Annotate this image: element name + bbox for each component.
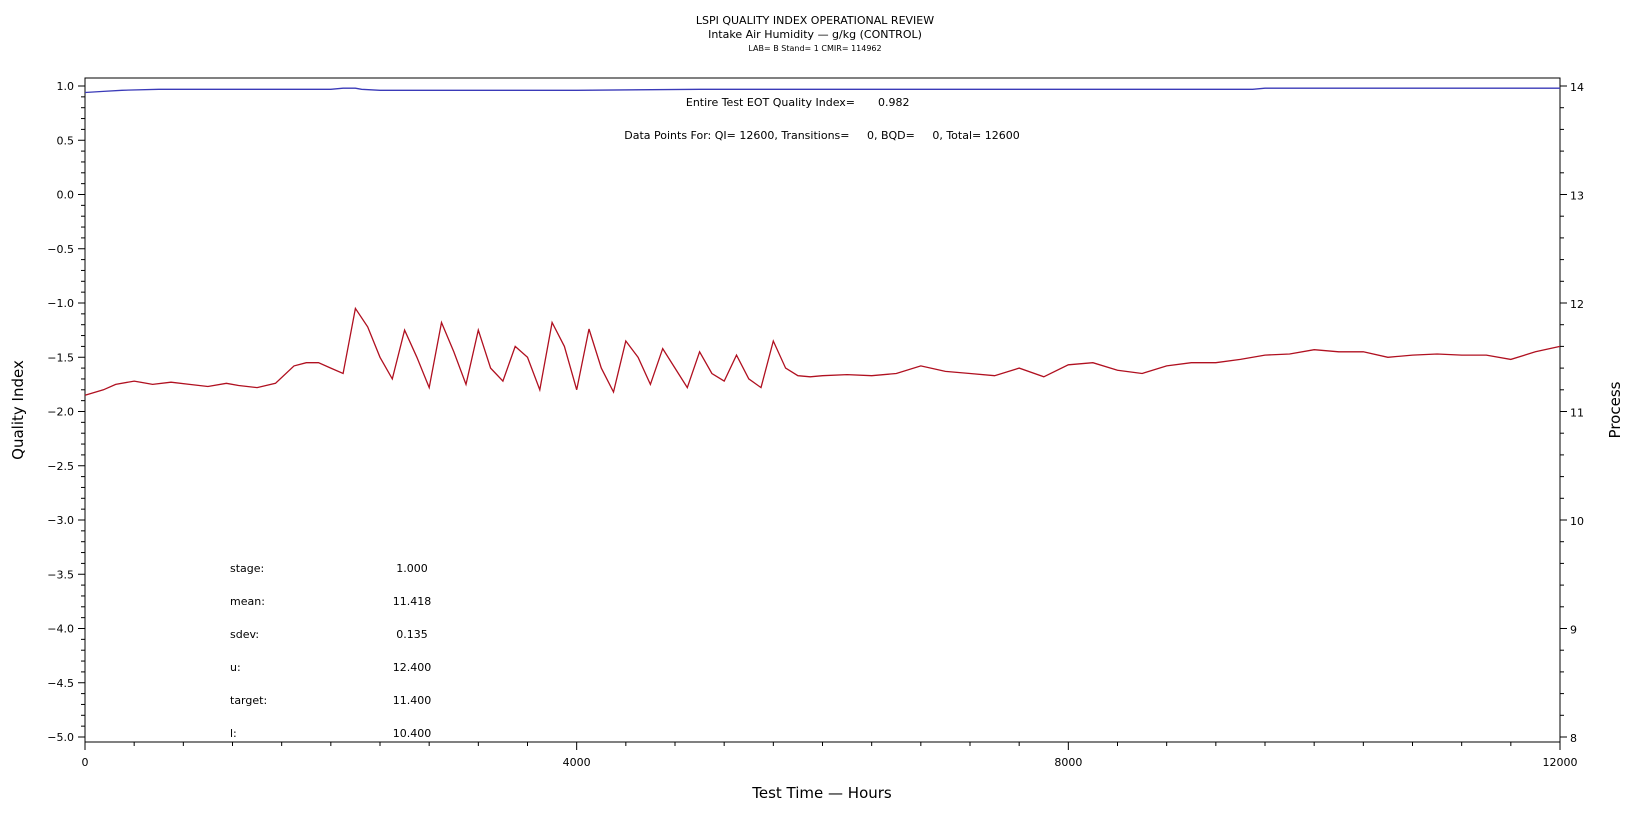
y-tick-label: −4.5 — [47, 677, 74, 690]
stat-value-mean: 11.418 — [393, 595, 432, 608]
stats-block: stage: 1.000 mean: 11.418 sdev: 0.135 u:… — [230, 562, 431, 740]
x-tick-label: 8000 — [1054, 756, 1082, 769]
stat-label-mean: mean: — [230, 595, 265, 608]
y-tick-label: 0.0 — [57, 189, 75, 202]
eot-label: Entire Test EOT Quality Index= — [686, 96, 855, 109]
y-tick-label: −1.0 — [47, 297, 74, 310]
plot-frame — [84, 77, 1561, 743]
quality-index-series-line — [84, 87, 1560, 94]
eot-value: 0.982 — [878, 96, 910, 109]
y-tick-label: −4.0 — [47, 623, 74, 636]
y-tick-label: −0.5 — [47, 243, 74, 256]
stat-value-target: 11.400 — [393, 694, 432, 707]
y-tick-label: 1.0 — [57, 80, 75, 93]
y-tick-label: −3.5 — [47, 568, 74, 581]
chart-subtitle: Intake Air Humidity — g/kg (CONTROL) — [708, 28, 922, 41]
stat-value-sdev: 0.135 — [396, 628, 428, 641]
stat-value-stage: 1.000 — [396, 562, 428, 575]
process-series-line — [84, 306, 1561, 396]
y-tick-label: 0.5 — [57, 134, 75, 147]
stat-label-stage: stage: — [230, 562, 264, 575]
axis-ticks: 1.0 0.5 0.0 −0.5 −1.0 −1.5 −2.0 −2.5 −3.0 −3.5 −4.… — [47, 80, 1584, 769]
chart-info: LAB= B Stand= 1 CMIR= 114962 — [748, 44, 881, 53]
chart-title: LSPI QUALITY INDEX OPERATIONAL REVIEW — [696, 14, 934, 27]
y2-tick-label: 13 — [1570, 190, 1584, 203]
chart-header: LSPI QUALITY INDEX OPERATIONAL REVIEW In… — [696, 14, 934, 53]
stat-label-target: target: — [230, 694, 267, 707]
y2-tick-label: 10 — [1570, 515, 1584, 528]
y2-tick-label: 8 — [1570, 732, 1577, 745]
y-axis-label: Quality Index — [9, 360, 27, 460]
data-points-annotation: Data Points For: QI= 12600, Transitions=… — [624, 129, 1019, 142]
y-tick-label: −2.5 — [47, 460, 74, 473]
x-tick-label: 4000 — [563, 756, 591, 769]
stat-value-u: 12.400 — [393, 661, 432, 674]
y-tick-label: −2.0 — [47, 406, 74, 419]
stat-label-sdev: sdev: — [230, 628, 259, 641]
stat-label-u: u: — [230, 661, 241, 674]
stat-value-l: 10.400 — [393, 727, 432, 740]
stat-label-l: l: — [230, 727, 237, 740]
x-axis-label: Test Time — Hours — [751, 784, 892, 802]
y-tick-label: −3.0 — [47, 514, 74, 527]
y2-axis-label: Process — [1606, 381, 1624, 438]
y2-tick-label: 12 — [1570, 298, 1584, 311]
eot-annotation: Entire Test EOT Quality Index= 0.982 Dat… — [624, 96, 1019, 142]
y2-tick-label: 11 — [1570, 407, 1584, 420]
y-tick-label: −5.0 — [47, 731, 74, 744]
y-tick-label: −1.5 — [47, 351, 74, 364]
x-tick-label: 0 — [82, 756, 89, 769]
y2-tick-label: 9 — [1570, 624, 1577, 637]
y2-tick-label: 14 — [1570, 81, 1584, 94]
x-tick-label: 12000 — [1543, 756, 1578, 769]
